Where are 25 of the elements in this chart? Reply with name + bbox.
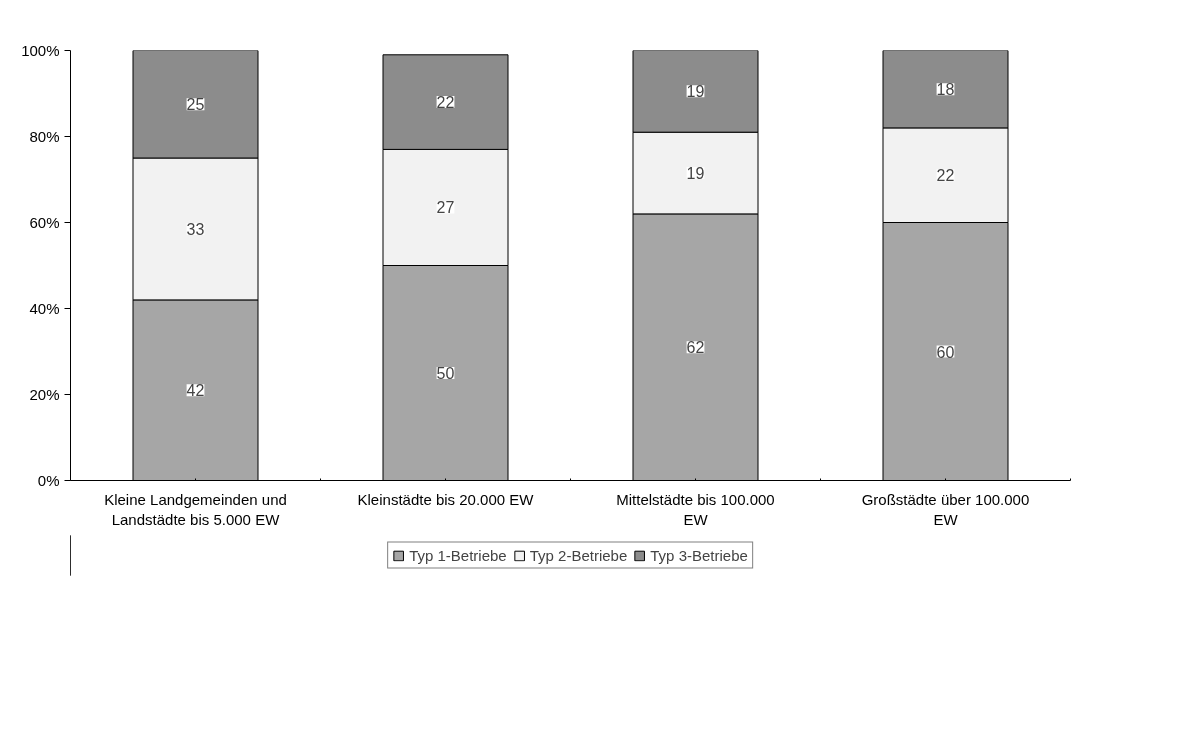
y-tick-label: 80% xyxy=(29,128,60,145)
data-label: 22 xyxy=(936,167,955,185)
legend-label: Typ 2-Betriebe xyxy=(529,546,628,564)
y-tick-label: 20% xyxy=(29,386,60,403)
data-label: 60 xyxy=(936,343,955,361)
data-label: 62 xyxy=(686,339,705,357)
legend-label: Typ 3-Betriebe xyxy=(650,546,748,564)
y-tick-label: 40% xyxy=(29,300,60,317)
legend-label: Typ 1-Betriebe xyxy=(409,546,507,564)
data-label: 27 xyxy=(436,199,455,217)
data-label: 25 xyxy=(186,96,205,114)
y-tick-label: 0% xyxy=(37,472,60,489)
data-label: 33 xyxy=(186,220,205,238)
y-tick-label: 100% xyxy=(21,42,60,59)
data-label: 50 xyxy=(436,365,455,382)
x-tick-label: Mittelstädte bis 100.000 EW xyxy=(616,490,775,528)
data-label: 22 xyxy=(436,94,455,112)
x-tick-label: Großstädte über 100.000 EW xyxy=(861,490,1030,528)
data-label: 19 xyxy=(686,83,705,101)
data-label: 18 xyxy=(936,81,955,99)
x-tick-label: Kleinstädte bis 20.000 EW xyxy=(357,490,535,508)
y-tick-label: 60% xyxy=(29,214,60,231)
x-tick-label: Kleine Landgemeinden und Landstädte bis 5.000 EW xyxy=(104,490,287,528)
data-label: 42 xyxy=(186,382,205,400)
data-label: 19 xyxy=(686,165,705,183)
